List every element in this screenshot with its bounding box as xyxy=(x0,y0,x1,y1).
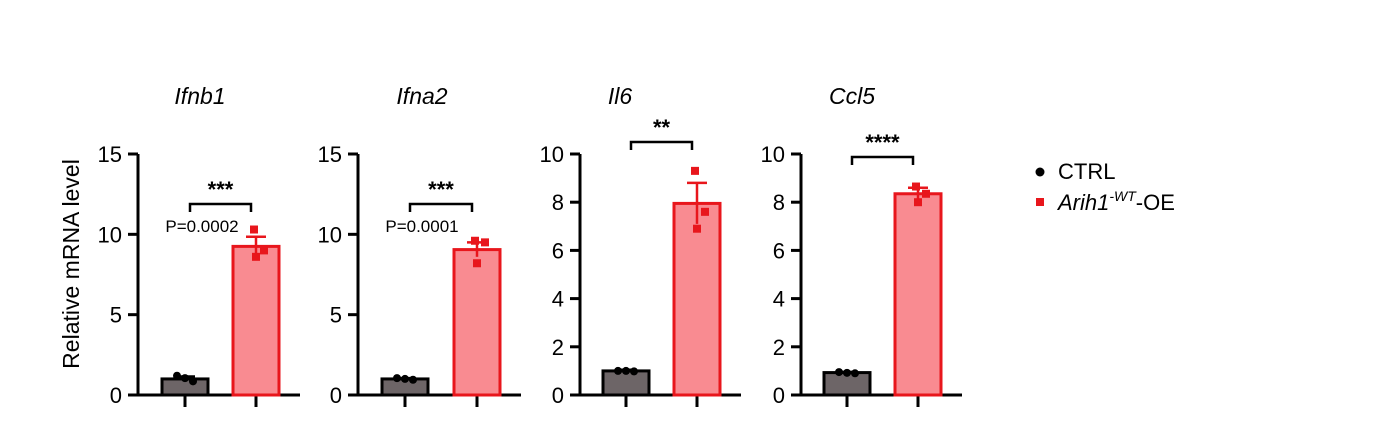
y-tick-label: 10 xyxy=(540,142,564,167)
data-point-ctrl xyxy=(614,366,622,375)
y-tick-label: 6 xyxy=(773,238,785,263)
data-point-oe xyxy=(473,259,481,268)
legend-oe-sup: -WT xyxy=(1109,188,1137,204)
significance-label: *** xyxy=(428,177,454,202)
data-point-ctrl xyxy=(851,369,859,378)
data-point-oe xyxy=(914,198,922,207)
y-tick-label: 2 xyxy=(773,335,785,360)
legend-ctrl-label: CTRL xyxy=(1058,159,1115,184)
y-tick-label: 5 xyxy=(330,303,342,328)
y-axis-label: Relative mRNA level xyxy=(58,159,84,369)
significance-bracket xyxy=(629,140,694,150)
panel-title: Ifna2 xyxy=(396,83,447,109)
y-tick-label: 15 xyxy=(318,142,342,167)
legend-oe-label: Arih1-WT-OE xyxy=(1056,188,1175,215)
panel-3: Ccl5 0 2 4 6 8 10 **** xyxy=(761,83,962,408)
significance-bracket xyxy=(188,202,253,212)
significance-bracket xyxy=(408,202,474,212)
panel-title: Ifnb1 xyxy=(174,83,225,109)
y-tick-label: 2 xyxy=(552,335,564,360)
legend-ctrl-marker xyxy=(1035,167,1045,177)
data-point-oe xyxy=(701,207,709,216)
data-point-oe xyxy=(912,182,920,191)
legend-oe-rest: -OE xyxy=(1136,190,1175,215)
panel-0: Ifnb1 0 5 10 15 *** P=0.0002 xyxy=(98,83,300,408)
y-tick-label: 8 xyxy=(773,190,785,215)
data-point-ctrl xyxy=(181,374,189,383)
data-point-oe xyxy=(260,246,268,255)
data-point-oe xyxy=(471,236,479,245)
y-tick-label: 0 xyxy=(330,383,342,408)
y-tick-label: 5 xyxy=(110,303,122,328)
data-point-oe xyxy=(693,224,701,233)
significance-bracket xyxy=(850,155,915,165)
data-point-ctrl xyxy=(401,374,409,383)
panel-2: Il6 0 2 4 6 8 10 ** xyxy=(540,83,741,408)
data-point-ctrl xyxy=(630,367,638,376)
data-point-ctrl xyxy=(835,368,843,377)
y-tick-label: 4 xyxy=(773,287,785,312)
significance-label: **** xyxy=(865,130,900,155)
bar-oe xyxy=(452,248,502,397)
y-tick-label: 8 xyxy=(552,190,564,215)
data-point-oe xyxy=(252,252,260,261)
legend-oe-marker xyxy=(1036,198,1044,206)
y-tick-label: 15 xyxy=(98,142,122,167)
y-tick-label: 10 xyxy=(98,222,122,247)
panel-title: Il6 xyxy=(608,83,633,109)
y-tick-label: 0 xyxy=(773,383,785,408)
data-point-ctrl xyxy=(173,371,181,380)
data-point-ctrl xyxy=(622,366,630,375)
y-tick-label: 0 xyxy=(552,383,564,408)
y-tick-label: 0 xyxy=(110,383,122,408)
y-tick-label: 10 xyxy=(761,142,785,167)
data-point-ctrl xyxy=(393,374,401,383)
data-point-oe xyxy=(481,238,489,247)
panel-1: Ifna2 0 5 10 15 *** P=0.0001 xyxy=(318,83,521,408)
data-point-ctrl xyxy=(409,375,417,384)
data-point-ctrl xyxy=(843,368,851,377)
bar-oe xyxy=(672,201,722,397)
data-point-ctrl xyxy=(189,377,197,386)
bar-oe xyxy=(231,244,281,397)
bar-oe xyxy=(893,192,943,397)
legend: CTRL Arih1-WT-OE xyxy=(1035,159,1175,215)
data-point-oe xyxy=(922,189,930,198)
y-tick-label: 4 xyxy=(552,287,564,312)
data-point-oe xyxy=(691,166,699,175)
panel-title: Ccl5 xyxy=(829,83,875,109)
y-tick-label: 10 xyxy=(318,222,342,247)
p-value-label: P=0.0002 xyxy=(165,217,238,236)
significance-label: *** xyxy=(208,177,234,202)
legend-oe-main: Arih1 xyxy=(1056,190,1109,215)
significance-label: ** xyxy=(653,115,671,140)
p-value-label: P=0.0001 xyxy=(385,217,458,236)
y-tick-label: 6 xyxy=(552,238,564,263)
chart-panels: Ifnb1 0 5 10 15 *** P=0.0002 Ifna2 0 5 10 15 *** P=0.… xyxy=(98,83,962,408)
data-point-oe xyxy=(250,225,258,234)
